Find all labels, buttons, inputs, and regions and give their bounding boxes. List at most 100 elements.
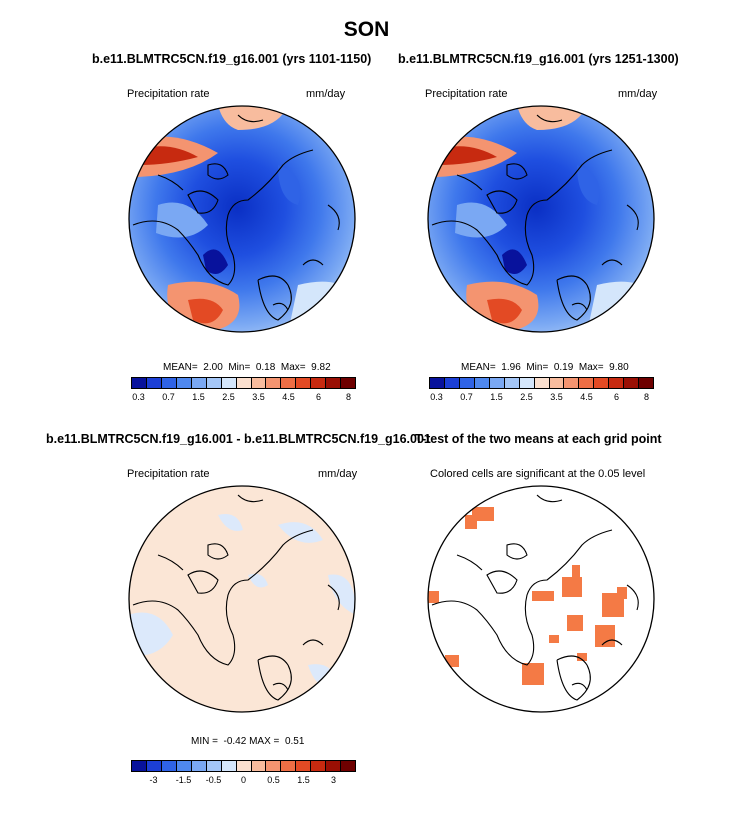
colorbar-cell [341, 761, 356, 771]
colorbar-tick-label: 4.5 [580, 392, 593, 402]
colorbar-cell [326, 761, 342, 771]
colorbar-cell [474, 378, 490, 388]
season-title: SON [343, 18, 390, 41]
colorbar-tick-label: 8 [643, 392, 650, 402]
colorbar-cell [221, 761, 237, 771]
colorbar-cell [176, 761, 192, 771]
panel-1-stats: MEAN= 2.00 Min= 0.18 Max= 9.82 [163, 362, 331, 373]
panel-1-title: b.e11.BLMTRC5CN.f19_g16.001 (yrs 1101-11… [92, 52, 372, 66]
panel-2-units: mm/day [618, 88, 658, 100]
colorbar-tick-label: 1.5 [490, 392, 503, 402]
colorbar-tick-label: 3.5 [252, 392, 265, 402]
min-label: Min= [228, 362, 251, 373]
colorbar-tick-label: 2.5 [520, 392, 533, 402]
mean-value: 2.00 [203, 362, 223, 373]
colorbar-cell [609, 378, 625, 388]
colorbar-cell [519, 378, 535, 388]
colorbar-cell [281, 378, 297, 388]
colorbar-cell [206, 378, 222, 388]
colorbar-tick-label: 4.5 [282, 392, 295, 402]
colorbar-cell [311, 761, 327, 771]
colorbar-cell [534, 378, 550, 388]
max-label: Max= [578, 362, 604, 373]
colorbar-cell [639, 378, 654, 388]
min-value: -0.42 [223, 736, 247, 747]
colorbar-tick-label: 0.3 [132, 392, 145, 402]
colorbar-tick-label: 0 [240, 775, 247, 785]
colorbar-tick-label: 1.5 [297, 775, 310, 785]
colorbar-cell [281, 761, 297, 771]
panel-1-units: mm/day [306, 88, 346, 100]
panel-3-units: mm/day [318, 468, 358, 480]
panel-4-title: T-test of the two means at each grid poi… [415, 432, 662, 446]
mean-value: 1.96 [501, 362, 521, 373]
panel-3-title: b.e11.BLMTRC5CN.f19_g16.001 - b.e11.BLMT… [46, 432, 431, 446]
min-label: MIN = [191, 736, 218, 747]
colorbar-cell [341, 378, 356, 388]
colorbar-cell [266, 761, 282, 771]
colorbar-tick-label: -0.5 [205, 775, 222, 785]
panel-2-colorbar [429, 377, 654, 389]
colorbar-cell [624, 378, 640, 388]
mean-label: MEAN= [461, 362, 496, 373]
colorbar-cell [251, 761, 267, 771]
panel-2-stats: MEAN= 1.96 Min= 0.19 Max= 9.80 [461, 362, 629, 373]
panel-1-colorbar [131, 377, 356, 389]
panel-3-colorbar [131, 760, 356, 772]
colorbar-tick-label: -1.5 [175, 775, 192, 785]
colorbar-tick-label: 6 [613, 392, 620, 402]
colorbar-tick-label: 0.7 [162, 392, 175, 402]
colorbar-tick-label: 3 [330, 775, 337, 785]
panel-2-title: b.e11.BLMTRC5CN.f19_g16.001 (yrs 1251-13… [398, 52, 679, 66]
colorbar-tick-label: 0.7 [460, 392, 473, 402]
min-label: Min= [526, 362, 549, 373]
panel-2-variable: Precipitation rate [425, 88, 508, 100]
max-value: 9.82 [311, 362, 331, 373]
panel-2-map [427, 105, 655, 333]
colorbar-cell [146, 761, 162, 771]
panel-1-map [128, 105, 356, 333]
min-value: 0.19 [553, 362, 574, 373]
colorbar-tick-label: 1.5 [192, 392, 205, 402]
panel-4-map [427, 485, 655, 713]
panel-1-variable: Precipitation rate [127, 88, 210, 100]
colorbar-tick-label: 8 [345, 392, 352, 402]
max-label: MAX = [249, 736, 280, 747]
colorbar-tick-label: 0.3 [430, 392, 443, 402]
colorbar-tick-label: 6 [315, 392, 322, 402]
colorbar-cell [191, 378, 207, 388]
min-value: 0.18 [255, 362, 276, 373]
colorbar-cell [504, 378, 520, 388]
max-label: Max= [280, 362, 306, 373]
colorbar-cell [161, 378, 177, 388]
colorbar-tick-label: 2.5 [222, 392, 235, 402]
colorbar-cell [132, 378, 147, 388]
colorbar-cell [251, 378, 267, 388]
colorbar-cell [236, 761, 252, 771]
panel-3-stats: MIN = -0.42 MAX = 0.51 [191, 736, 304, 747]
colorbar-cell [161, 761, 177, 771]
colorbar-cell [579, 378, 595, 388]
colorbar-cell [594, 378, 610, 388]
colorbar-cell [311, 378, 327, 388]
panel-3-variable: Precipitation rate [127, 468, 210, 480]
colorbar-cell [266, 378, 282, 388]
colorbar-cell [444, 378, 460, 388]
panel-3-map [128, 485, 356, 713]
colorbar-cell [206, 761, 222, 771]
colorbar-cell [564, 378, 580, 388]
colorbar-cell [296, 761, 312, 771]
colorbar-cell [146, 378, 162, 388]
colorbar-cell [489, 378, 505, 388]
colorbar-tick-label: -3 [149, 775, 158, 785]
colorbar-cell [549, 378, 565, 388]
colorbar-cell [326, 378, 342, 388]
colorbar-tick-label: 0.5 [267, 775, 280, 785]
colorbar-cell [221, 378, 237, 388]
colorbar-cell [236, 378, 252, 388]
colorbar-tick-label: 3.5 [550, 392, 563, 402]
max-value: 0.51 [284, 736, 305, 747]
colorbar-cell [191, 761, 207, 771]
colorbar-cell [132, 761, 147, 771]
colorbar-cell [296, 378, 312, 388]
